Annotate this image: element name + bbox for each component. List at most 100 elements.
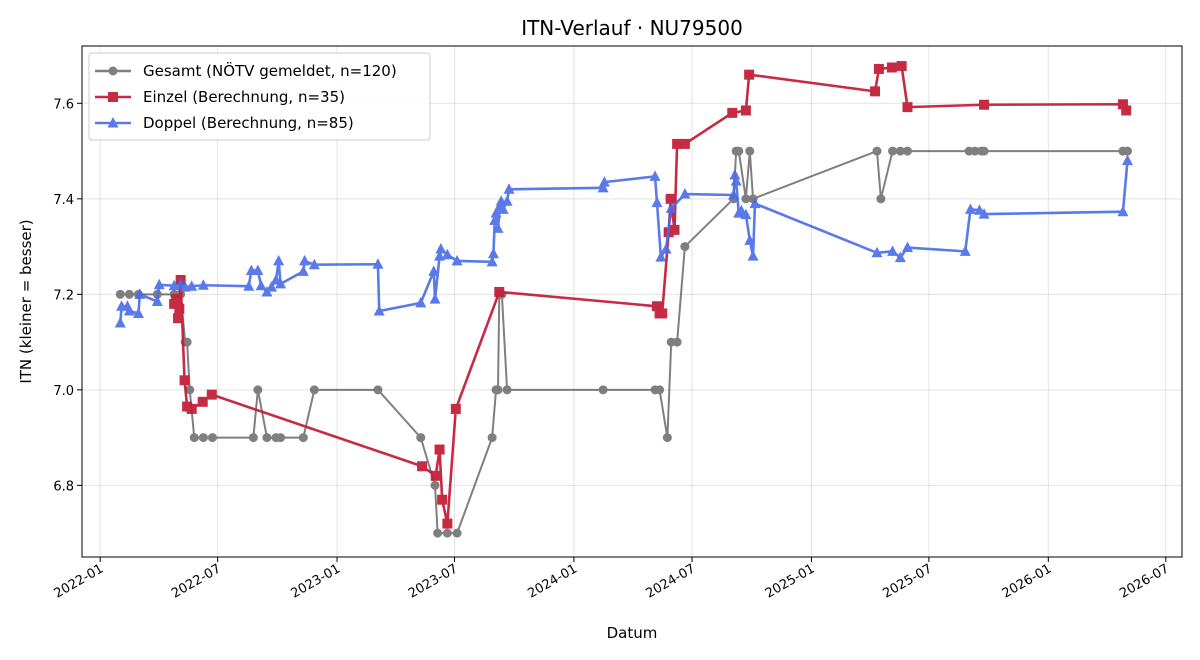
- data-point: [871, 246, 883, 258]
- data-point: [744, 69, 755, 80]
- data-point: [434, 250, 446, 261]
- data-point: [450, 403, 461, 414]
- data-point: [680, 242, 690, 252]
- data-point: [437, 494, 448, 505]
- data-point: [876, 194, 886, 204]
- data-point: [253, 385, 263, 395]
- data-point: [672, 138, 683, 149]
- data-point: [252, 264, 264, 275]
- data-point: [416, 433, 426, 443]
- data-point: [308, 258, 320, 270]
- series-einzel: [169, 61, 1132, 529]
- data-point: [649, 170, 661, 181]
- legend-item: [95, 92, 131, 102]
- data-point: [207, 433, 217, 443]
- legend-marker: [108, 66, 118, 76]
- data-point: [740, 105, 751, 116]
- y-tick-label: 7.2: [53, 288, 74, 303]
- data-point: [275, 277, 287, 289]
- data-point: [372, 258, 384, 269]
- data-point: [373, 385, 383, 395]
- data-point: [492, 222, 504, 233]
- data-point: [433, 528, 443, 538]
- legend-label: Gesamt (NÖTV gemeldet, n=120): [143, 61, 397, 80]
- data-point: [179, 375, 190, 386]
- data-point: [441, 248, 453, 260]
- y-axis-label: ITN (kleiner = besser): [17, 219, 35, 383]
- data-point: [598, 176, 610, 187]
- data-point: [487, 433, 497, 443]
- data-point: [959, 245, 971, 256]
- data-point: [669, 224, 680, 235]
- data-point: [273, 254, 285, 266]
- data-point: [134, 288, 146, 299]
- data-point: [665, 193, 676, 204]
- data-point: [497, 203, 509, 214]
- data-point: [487, 247, 499, 259]
- data-point: [870, 86, 881, 97]
- data-point: [745, 146, 755, 156]
- data-point: [123, 305, 135, 316]
- data-point: [151, 295, 163, 306]
- data-point: [124, 289, 134, 299]
- data-point: [1121, 105, 1132, 116]
- data-point: [197, 396, 208, 407]
- data-point: [262, 433, 272, 443]
- data-point: [493, 385, 503, 395]
- data-point: [741, 194, 751, 204]
- y-tick-label: 7.0: [53, 384, 74, 399]
- y-tick-label: 7.6: [53, 97, 74, 112]
- data-point: [299, 254, 311, 266]
- data-point: [679, 188, 691, 199]
- legend-label: Einzel (Berechnung, n=35): [143, 88, 345, 106]
- data-point: [597, 181, 609, 193]
- data-point: [728, 189, 740, 200]
- data-point: [978, 208, 990, 219]
- data-point: [173, 313, 184, 324]
- legend-marker: [107, 117, 119, 128]
- data-point: [979, 99, 990, 110]
- data-point: [197, 279, 209, 290]
- plot-frame: [81, 45, 1183, 558]
- data-point: [598, 385, 608, 395]
- data-point: [662, 433, 672, 443]
- data-point: [896, 61, 907, 72]
- data-point: [902, 146, 912, 156]
- data-point: [153, 278, 165, 290]
- data-point: [198, 433, 208, 443]
- data-point: [114, 316, 126, 328]
- data-point: [734, 146, 744, 156]
- data-point: [373, 305, 385, 316]
- data-point: [727, 107, 738, 118]
- data-point: [729, 168, 741, 180]
- data-point: [442, 518, 453, 529]
- data-point: [248, 433, 258, 443]
- data-point: [415, 296, 427, 308]
- data-point: [435, 242, 447, 254]
- data-point: [434, 444, 445, 455]
- data-point: [740, 208, 752, 220]
- y-axis: 6.8 7.0 7.2 7.4 7.6: [53, 97, 82, 494]
- data-point: [417, 461, 428, 472]
- data-point: [655, 251, 667, 262]
- data-point: [186, 403, 197, 414]
- data-point: [503, 183, 515, 194]
- data-point: [115, 289, 125, 299]
- legend-item: [95, 117, 131, 128]
- data-point: [747, 250, 759, 261]
- series-gesamt: [115, 146, 1132, 538]
- data-point: [979, 146, 989, 156]
- data-point: [744, 234, 756, 245]
- data-point: [429, 293, 441, 304]
- data-point: [888, 146, 898, 156]
- data-point: [665, 202, 677, 213]
- data-point: [873, 63, 884, 74]
- series-doppel: [114, 154, 1133, 328]
- data-point: [901, 241, 913, 253]
- data-point: [1121, 154, 1133, 166]
- data-point: [182, 337, 192, 347]
- data-point: [451, 254, 463, 266]
- legend-item: [95, 66, 131, 76]
- data-point: [489, 214, 501, 225]
